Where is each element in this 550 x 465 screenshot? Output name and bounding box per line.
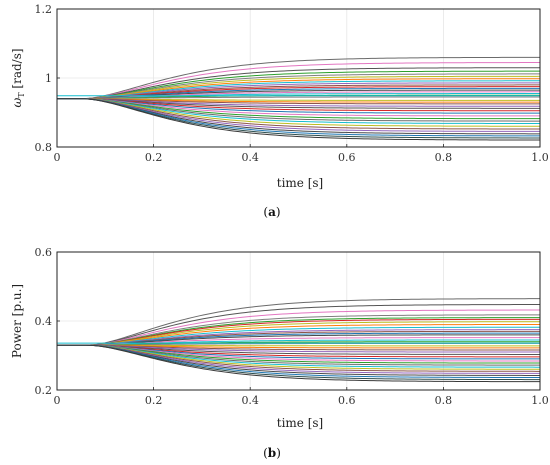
series-line <box>57 98 540 139</box>
series-line <box>57 304 540 346</box>
series-line <box>57 344 540 362</box>
series-line <box>57 98 540 107</box>
series-line <box>57 344 540 351</box>
series-line <box>57 98 540 135</box>
series-line <box>57 309 540 346</box>
series-line <box>57 84 541 100</box>
y-tick-label: 0.6 <box>35 246 53 259</box>
series-line <box>57 344 540 376</box>
x-tick-label: 0 <box>54 394 61 407</box>
series-line <box>57 98 541 122</box>
series-line <box>57 344 540 368</box>
series-line <box>57 86 540 100</box>
x-axis-label-a: time [s] <box>277 176 323 190</box>
series-line <box>57 332 540 346</box>
series-line <box>57 318 541 346</box>
series-line <box>57 298 541 346</box>
series-line <box>57 323 540 346</box>
series-line <box>57 70 540 100</box>
series-line <box>57 344 540 360</box>
y-tick-labels-b: 0.2 0.4 0.6 <box>35 246 60 397</box>
series-line <box>57 98 540 127</box>
y-tick-label: 0.2 <box>35 384 53 397</box>
series-line <box>57 344 540 372</box>
series-line <box>57 62 540 100</box>
series-line <box>57 75 541 100</box>
series-line <box>57 341 540 346</box>
x-tick-labels-b: 0 0.2 0.4 0.6 0.8 1.0 <box>54 387 549 407</box>
series-line <box>57 98 541 114</box>
series-line <box>57 98 541 141</box>
series-line <box>57 73 541 100</box>
series-line <box>57 344 540 353</box>
series-line <box>57 344 540 347</box>
y-tick-label: 1 <box>45 72 52 85</box>
series-line <box>57 344 541 364</box>
x-axis-label-b: time [s] <box>277 416 323 430</box>
y-tick-label: 0.8 <box>35 141 53 154</box>
series-line <box>57 87 540 100</box>
series-lines-b <box>57 298 541 383</box>
x-tick-label: 0.2 <box>145 151 163 164</box>
series-line <box>57 329 541 346</box>
y-axis-label-b: Power [p.u.] <box>10 284 24 358</box>
y-tick-labels-a: 0.8 1 1.2 <box>35 3 60 154</box>
series-line <box>57 93 540 100</box>
series-line <box>57 98 540 132</box>
x-tick-label: 0.8 <box>435 151 453 164</box>
series-line <box>57 344 541 370</box>
series-line <box>57 67 541 100</box>
y-tick-label: 1.2 <box>35 3 53 16</box>
x-tick-label: 0.2 <box>145 394 163 407</box>
x-tick-label: 0.4 <box>241 394 259 407</box>
series-line <box>57 98 540 101</box>
series-line <box>57 321 541 346</box>
series-line <box>57 326 541 346</box>
series-line <box>57 98 541 124</box>
series-line <box>57 56 541 100</box>
x-tick-label: 0 <box>54 151 61 164</box>
caption-a: (a) <box>263 205 280 219</box>
caption-b: (b) <box>263 446 281 460</box>
x-tick-label: 1.0 <box>531 151 549 164</box>
series-line <box>57 96 540 100</box>
series-line <box>57 344 540 349</box>
series-line <box>57 344 540 355</box>
series-line <box>57 98 540 112</box>
series-line <box>57 317 540 346</box>
x-tick-label: 0.4 <box>241 151 259 164</box>
series-line <box>57 80 540 100</box>
series-line <box>57 98 540 105</box>
series-line <box>57 98 541 137</box>
y-tick-label: 0.4 <box>35 315 53 328</box>
chart-panel-a: 0 0.2 0.4 0.6 0.8 1.0 0.8 1 1.2 time [s] ωT [ra… <box>10 3 549 219</box>
series-line <box>57 344 540 379</box>
series-line <box>57 98 540 117</box>
x-tick-label: 0.6 <box>338 394 356 407</box>
series-line <box>57 344 540 366</box>
x-tick-label: 0.6 <box>338 151 356 164</box>
x-tick-label: 1.0 <box>531 394 549 407</box>
series-line <box>57 98 541 130</box>
series-line <box>57 314 540 346</box>
series-line <box>57 98 541 120</box>
series-line <box>57 337 541 346</box>
series-line <box>57 344 540 383</box>
series-line <box>57 98 540 109</box>
series-line <box>57 98 540 103</box>
y-axis-label-a: ωT [rad/s] <box>10 48 26 107</box>
x-tick-labels-a: 0 0.2 0.4 0.6 0.8 1.0 <box>54 144 549 164</box>
series-lines-a <box>57 56 541 141</box>
series-line <box>57 78 541 100</box>
series-line <box>57 344 541 374</box>
series-line <box>57 334 540 346</box>
series-line <box>57 82 540 100</box>
x-tick-label: 0.8 <box>435 394 453 407</box>
series-line <box>57 344 540 358</box>
series-line <box>57 330 540 346</box>
series-line <box>57 344 541 381</box>
chart-panel-b: 0 0.2 0.4 0.6 0.8 1.0 0.20.40.6 time [s] Powe… <box>10 246 549 460</box>
